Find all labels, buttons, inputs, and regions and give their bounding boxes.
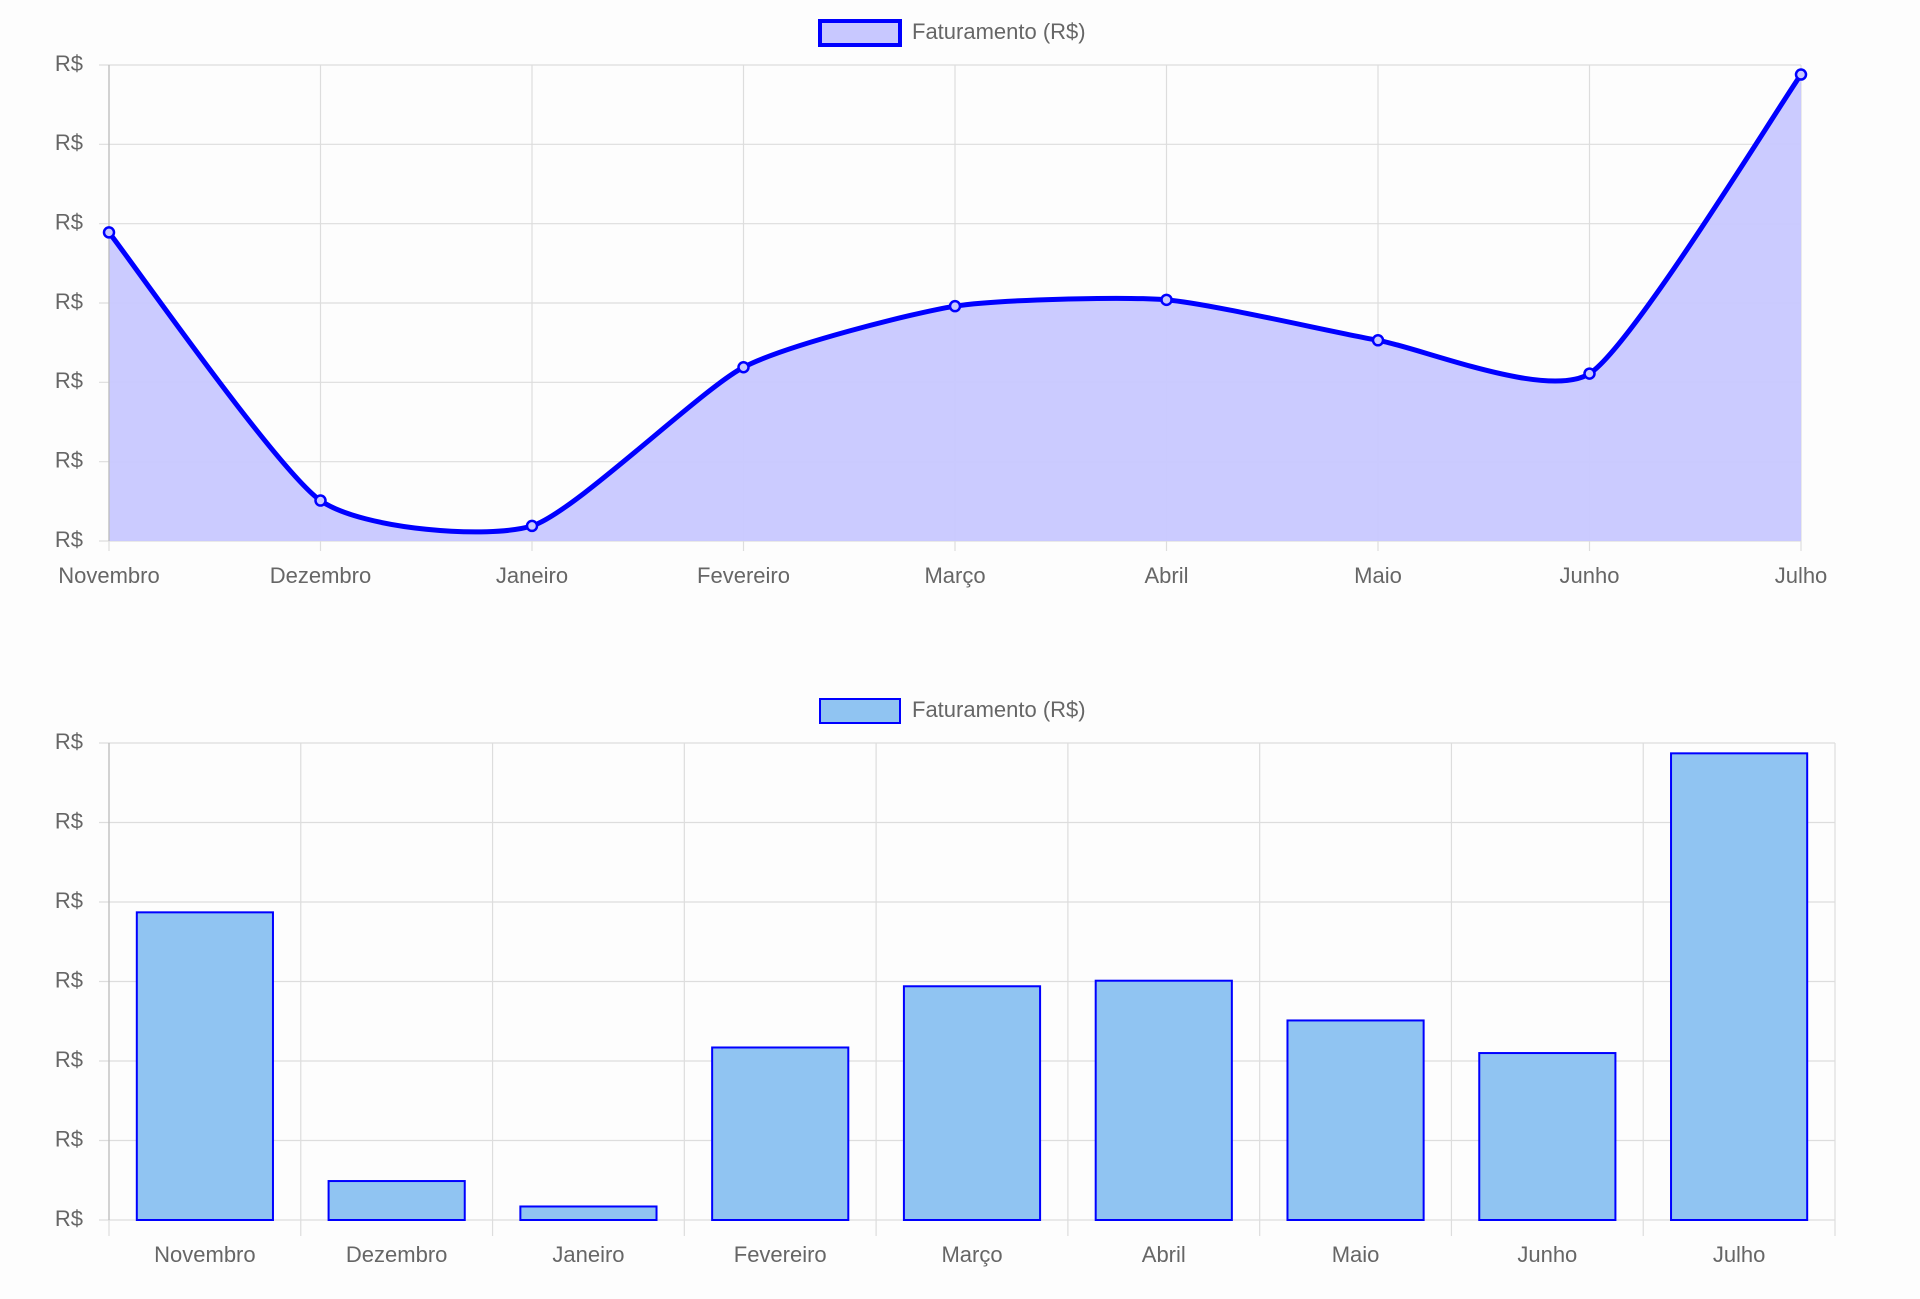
y-tick-label: R$ bbox=[55, 1206, 83, 1231]
point bbox=[102, 226, 116, 239]
bar bbox=[1286, 1019, 1425, 1222]
bar bbox=[519, 1205, 658, 1221]
point bbox=[1371, 334, 1385, 347]
point bbox=[1160, 293, 1173, 307]
y-tick-label: R$ bbox=[55, 527, 83, 552]
legend-swatch bbox=[818, 19, 902, 47]
x-tick-label: Junho bbox=[1517, 1242, 1577, 1267]
point bbox=[525, 519, 539, 533]
bar bbox=[902, 985, 1042, 1222]
bar bbox=[1478, 1052, 1617, 1222]
x-tick-label: Maio bbox=[1354, 563, 1402, 588]
bar bbox=[1094, 979, 1233, 1222]
legend-swatch bbox=[819, 698, 901, 724]
x-tick-label: Dezembro bbox=[270, 563, 371, 588]
x-tick-label: Dezembro bbox=[346, 1242, 447, 1267]
x-tick-label: Maio bbox=[1332, 1242, 1380, 1267]
x-tick-label: Novembro bbox=[58, 563, 159, 588]
x-tick-label: Abril bbox=[1142, 1242, 1186, 1267]
x-tick-label: Julho bbox=[1713, 1242, 1766, 1267]
x-tick-label: Fevereiro bbox=[697, 563, 790, 588]
y-tick-label: R$ bbox=[55, 1126, 83, 1151]
x-tick-label: Janeiro bbox=[496, 563, 568, 588]
point bbox=[1794, 68, 1808, 81]
x-tick-label: Novembro bbox=[154, 1242, 255, 1267]
bar bbox=[711, 1046, 850, 1221]
bar bbox=[1670, 752, 1809, 1222]
x-tick-label: Junho bbox=[1560, 563, 1620, 588]
x-tick-label: Julho bbox=[1775, 563, 1828, 588]
y-tick-label: R$ bbox=[55, 808, 83, 833]
x-tick-label: Abril bbox=[1144, 563, 1188, 588]
y-tick-label: R$ bbox=[55, 289, 83, 314]
y-tick-label: R$ bbox=[55, 1047, 83, 1072]
x-tick-label: Março bbox=[924, 563, 985, 588]
legend-label: Faturamento (R$) bbox=[912, 697, 1086, 722]
y-tick-label: R$ bbox=[55, 130, 83, 155]
y-tick-label: R$ bbox=[55, 967, 83, 992]
y-tick-label: R$ bbox=[55, 888, 83, 913]
y-tick-label: R$ bbox=[55, 51, 83, 76]
x-tick-label: Fevereiro bbox=[734, 1242, 827, 1267]
bar bbox=[135, 911, 274, 1222]
point bbox=[1583, 367, 1596, 380]
point bbox=[948, 299, 962, 313]
x-tick-label: Janeiro bbox=[552, 1242, 624, 1267]
y-tick-label: R$ bbox=[55, 729, 83, 754]
y-tick-label: R$ bbox=[55, 209, 83, 234]
x-tick-label: Março bbox=[941, 1242, 1002, 1267]
legend-label: Faturamento (R$) bbox=[912, 19, 1086, 44]
y-tick-label: R$ bbox=[55, 447, 83, 472]
bar bbox=[327, 1180, 466, 1222]
y-tick-label: R$ bbox=[55, 368, 83, 393]
point bbox=[737, 361, 750, 374]
point bbox=[314, 494, 327, 507]
